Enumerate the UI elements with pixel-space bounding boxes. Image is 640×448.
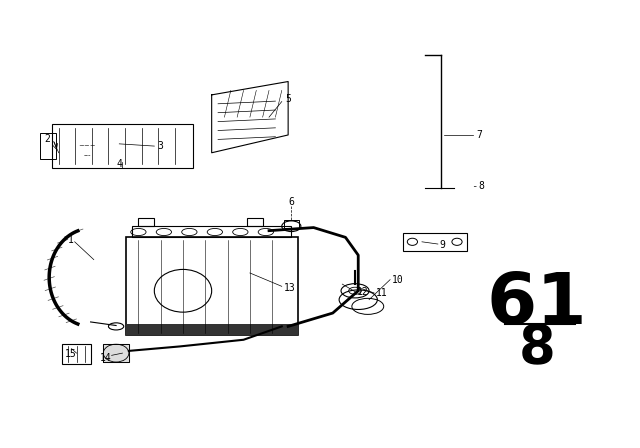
Text: 5: 5 [285, 95, 291, 104]
Bar [138, 218, 154, 226]
Text: 3: 3 [157, 141, 163, 151]
Text: 61: 61 [486, 270, 587, 339]
Text: 8: 8 [478, 181, 484, 191]
Text: 12: 12 [357, 287, 369, 297]
Text: 15: 15 [65, 349, 77, 359]
Bar [132, 226, 291, 237]
Text: 11: 11 [376, 288, 388, 298]
Text: ~~~: ~~~ [79, 143, 96, 149]
Text: 9: 9 [440, 241, 445, 250]
Polygon shape [103, 344, 129, 362]
Bar [62, 344, 91, 364]
Bar [246, 218, 262, 226]
Text: 13: 13 [284, 283, 296, 293]
Text: 4: 4 [116, 159, 122, 169]
Polygon shape [212, 82, 288, 153]
Bar [40, 133, 56, 159]
Bar [284, 220, 299, 228]
Text: 1: 1 [68, 235, 74, 245]
Text: 14: 14 [100, 353, 112, 362]
Text: 8: 8 [518, 323, 555, 375]
Bar [52, 124, 193, 168]
Text: 2: 2 [44, 134, 50, 144]
Text: 10: 10 [392, 275, 403, 284]
Text: 6: 6 [288, 197, 294, 207]
Bar [125, 237, 298, 335]
Text: 7: 7 [476, 130, 482, 140]
Text: ---: --- [84, 152, 91, 158]
Bar [125, 324, 298, 335]
Bar [403, 233, 467, 251]
